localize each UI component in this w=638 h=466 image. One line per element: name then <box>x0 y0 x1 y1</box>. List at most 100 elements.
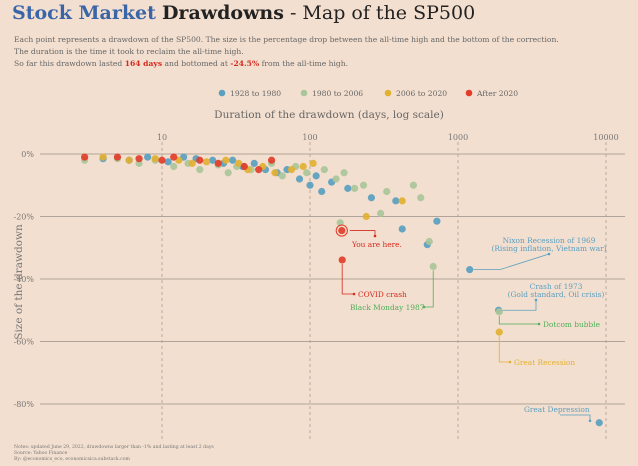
annotation-connector-end <box>547 252 551 256</box>
data-point <box>81 153 89 161</box>
legend: 1928 to 1980 1980 to 2006 2006 to 2020 Afte… <box>218 89 518 98</box>
data-point <box>255 166 263 174</box>
y-tick-label: 0% <box>21 150 34 159</box>
subtitle-line-3: So far this drawdown lasted 164 days and… <box>14 58 624 70</box>
data-point <box>222 156 230 164</box>
data-point <box>188 159 196 167</box>
annotation-sublabel: (Rising inflation, Vietnam war) <box>491 244 606 253</box>
legend-label: After 2020 <box>476 89 518 98</box>
footnote: Notes: updated June 29, 2022, drawdowns … <box>14 445 214 463</box>
legend-marker <box>384 89 392 97</box>
subtitle-line-1: Each point represents a drawdown of the … <box>14 35 559 44</box>
data-point <box>202 158 211 166</box>
data-point <box>295 175 304 183</box>
annotation-label: Great Depression <box>524 405 590 414</box>
data-point <box>318 187 326 196</box>
annotation-connector-end <box>508 360 512 364</box>
x-tick-label: 10 <box>157 133 167 142</box>
annotation-label: Nixon Recession of 1969 <box>503 236 596 245</box>
data-point <box>151 155 159 163</box>
annotation-connector <box>424 270 434 308</box>
data-point <box>312 172 320 180</box>
data-point <box>214 159 222 167</box>
data-point <box>332 175 340 183</box>
y-tick-label: -60% <box>14 338 35 347</box>
data-point <box>113 153 122 161</box>
data-point <box>398 197 406 205</box>
annotation-connector-end <box>534 298 538 302</box>
data-point <box>135 155 143 163</box>
legend-label: 1928 to 1980 <box>230 89 281 98</box>
footnote-line-1: Notes: updated June 29, 2022, drawdowns … <box>14 445 214 450</box>
current-point-ring <box>335 224 348 237</box>
annotation-connector-end <box>537 322 541 326</box>
data-point <box>267 156 276 164</box>
data-point <box>495 308 503 316</box>
data-point <box>144 153 152 161</box>
data-point <box>309 159 317 167</box>
data-point <box>344 184 352 192</box>
data-point <box>170 153 178 161</box>
x-tick-label: 100 <box>302 133 317 142</box>
y-tick-label: -20% <box>14 213 35 222</box>
data-point <box>196 166 204 174</box>
data-point <box>595 419 603 427</box>
legend-marker <box>465 89 473 97</box>
data-point <box>350 184 359 192</box>
data-point <box>164 158 172 166</box>
data-point <box>209 156 217 164</box>
data-points <box>81 153 603 427</box>
data-point <box>377 209 385 217</box>
data-point <box>158 156 166 164</box>
subtitle: Each point represents a drawdown of the … <box>14 34 624 70</box>
data-point <box>359 181 368 189</box>
data-point <box>495 328 503 336</box>
data-point <box>299 162 307 171</box>
x-tick-label: 10000 <box>593 133 618 142</box>
data-point <box>250 159 258 167</box>
data-point <box>367 194 376 202</box>
data-point <box>392 197 400 205</box>
y-axis-label: Size of the drawdown <box>13 224 25 340</box>
annotation-connector <box>560 414 591 421</box>
title-part-2: Drawdowns <box>161 2 284 24</box>
x-axis-label: Duration of the drawdown (days, log scal… <box>214 109 444 121</box>
data-point <box>409 181 418 189</box>
annotation-connector-end <box>588 419 592 423</box>
data-point <box>338 256 346 264</box>
annotation-connector <box>502 300 537 311</box>
annotation-connector-end <box>352 292 356 296</box>
data-point <box>170 162 178 171</box>
annotation-label: Black Monday 1987 <box>350 303 425 312</box>
legend-marker <box>300 89 308 97</box>
legend-label: 1980 to 2006 <box>312 89 363 98</box>
data-point <box>125 156 133 164</box>
data-point <box>303 169 311 177</box>
data-point <box>433 217 441 225</box>
legend-label: 2006 to 2020 <box>396 89 447 98</box>
annotation-label: Dotcom bubble <box>543 320 600 329</box>
data-point <box>224 169 232 177</box>
data-point <box>229 156 237 164</box>
data-point <box>340 169 348 177</box>
data-point <box>240 162 248 171</box>
data-point <box>196 156 204 164</box>
annotation-label: Great Recession <box>514 358 575 367</box>
data-point <box>466 266 474 274</box>
subtitle-line-3-pre: So far this drawdown lasted <box>14 59 125 68</box>
annotations: You are here. COVID crash Black Monday 198… <box>335 224 607 423</box>
title-part-1: Stock Market <box>12 2 156 24</box>
data-point <box>235 159 243 167</box>
subtitle-line-3-mid: and bottomed at <box>162 59 231 68</box>
data-point <box>383 187 391 196</box>
legend-marker <box>218 89 226 97</box>
data-point <box>338 226 346 235</box>
data-point <box>417 194 425 202</box>
annotation-connector <box>498 315 539 325</box>
data-point <box>398 225 406 233</box>
grid-lines <box>40 142 625 440</box>
annotation-connector <box>473 253 550 271</box>
annotation-label: You are here. <box>351 240 402 249</box>
data-point <box>287 166 296 174</box>
